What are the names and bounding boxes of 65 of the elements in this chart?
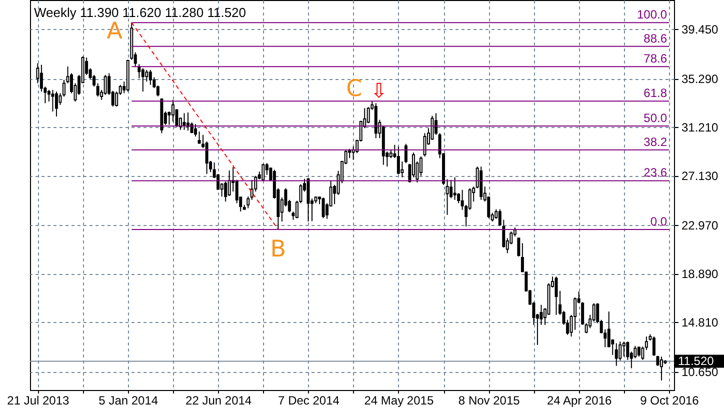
annotation: B <box>270 236 286 262</box>
candlestick <box>141 68 144 92</box>
series-label: 23.6 <box>644 166 668 180</box>
series-label: 61.8 <box>644 86 668 100</box>
y-tick-label: 35.290 <box>682 72 719 86</box>
candlestick <box>622 341 626 358</box>
candlestick <box>58 92 62 106</box>
x-tick-label: 8 Nov 2015 <box>458 394 520 408</box>
chart-title: Weekly 11.390 11.620 11.280 11.520 <box>34 5 246 20</box>
candlestick <box>54 91 58 118</box>
y-tick-label: 31.210 <box>682 120 719 135</box>
candlestick <box>660 356 663 381</box>
candlestick <box>235 179 238 204</box>
candlestick <box>228 170 231 196</box>
x-tick-label: 5 Jan 2014 <box>98 394 158 408</box>
candlestick <box>224 181 228 202</box>
candlestick <box>592 302 596 322</box>
candlestick <box>446 178 449 216</box>
x-tick-label: 24 Apr 2016 <box>546 394 612 408</box>
candlestick <box>262 163 265 181</box>
series-label: 38.2 <box>644 134 668 149</box>
annotation: A <box>106 18 123 45</box>
y-tick-label: 22.970 <box>682 218 719 233</box>
candlestick <box>434 112 438 136</box>
candlestick <box>246 196 250 209</box>
candlestick <box>96 82 100 98</box>
candlestick <box>644 336 648 350</box>
candlestick <box>322 196 325 219</box>
y-tick-label: 14.810 <box>682 316 719 330</box>
candlestick <box>250 179 254 200</box>
y-tick-label: 18.890 <box>682 267 719 282</box>
candlestick <box>614 342 618 366</box>
series-label: 50.0 <box>644 111 668 126</box>
candlestick <box>104 74 107 96</box>
candlestick <box>198 131 201 144</box>
candlestick <box>145 69 148 82</box>
x-tick-label: 21 Jul 2013 <box>7 394 70 408</box>
series-label: 78.6 <box>644 52 668 66</box>
candlestick <box>517 237 520 257</box>
series-label: 88.6 <box>644 31 668 46</box>
candlestick <box>430 115 434 140</box>
candlestick <box>554 276 558 316</box>
candlestick <box>626 341 630 360</box>
x-tick-label: 9 Oct 2016 <box>640 394 700 408</box>
candlestick <box>194 124 198 137</box>
candlestick <box>652 336 656 356</box>
candlestick <box>641 346 644 360</box>
candlestick <box>419 156 422 176</box>
annotation: ⇩ <box>370 78 388 102</box>
candlestick <box>51 89 54 112</box>
candlestick <box>148 69 152 86</box>
candlestick <box>423 132 426 157</box>
y-tick-label: 27.130 <box>682 169 719 184</box>
candlestick <box>404 143 408 164</box>
x-tick-label: 22 Jun 2014 <box>186 394 252 408</box>
candlestick <box>205 140 208 174</box>
series-label: 100.0 <box>636 8 668 22</box>
annotation: C <box>346 76 362 102</box>
y-tick-label: 39.450 <box>682 22 719 37</box>
candlestick <box>637 346 640 358</box>
x-tick-label: 7 Dec 2014 <box>278 394 340 408</box>
candlestick <box>396 146 400 175</box>
series-label: 0.0 <box>650 214 668 228</box>
candlestick <box>453 176 456 200</box>
x-tick-label: 24 May 2015 <box>364 394 434 408</box>
